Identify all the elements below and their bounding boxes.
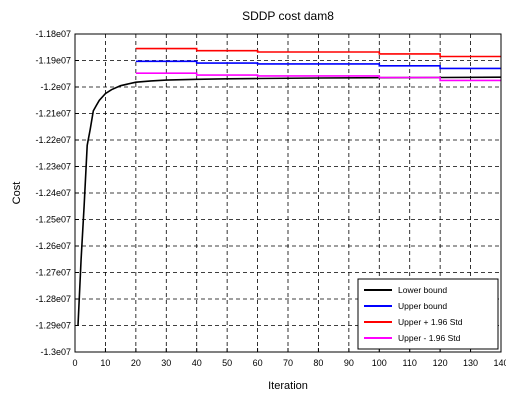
x-tick-label: 80 xyxy=(313,358,323,368)
y-tick-label: -1.27e07 xyxy=(35,268,71,278)
x-tick-label: 50 xyxy=(222,358,232,368)
y-tick-label: -1.21e07 xyxy=(35,109,71,119)
x-tick-label: 70 xyxy=(283,358,293,368)
x-tick-label: 0 xyxy=(72,358,77,368)
x-tick-label: 90 xyxy=(344,358,354,368)
legend-label: Upper + 1.96 Std xyxy=(398,317,463,327)
series-group xyxy=(77,47,502,326)
x-tick-label: 60 xyxy=(253,358,263,368)
chart-title: SDDP cost dam8 xyxy=(242,9,334,23)
y-tick-label: -1.2e07 xyxy=(40,82,71,92)
x-tick-label: 30 xyxy=(161,358,171,368)
legend-label: Lower bound xyxy=(398,285,447,295)
y-tick-label: -1.19e07 xyxy=(35,56,71,66)
legend-label: Upper - 1.96 Std xyxy=(398,333,461,343)
x-tick-label: 140 xyxy=(493,358,506,368)
y-tick-label: -1.29e07 xyxy=(35,321,71,331)
y-tick-label: -1.18e07 xyxy=(35,29,71,39)
ticks: 0 10 20 30 40 50 60 70 80 90 100 110 120 130 140 -1.18e… xyxy=(35,29,506,368)
x-tick-label: 120 xyxy=(433,358,448,368)
y-axis-label: Cost xyxy=(11,182,23,205)
y-tick-label: -1.24e07 xyxy=(35,188,71,198)
x-tick-label: 100 xyxy=(372,358,387,368)
x-tick-label: 40 xyxy=(192,358,202,368)
series-line-upper-bound xyxy=(135,60,501,70)
x-axis-label: Iteration xyxy=(268,380,308,392)
series-line-upper-1-96-std xyxy=(135,47,501,58)
legend: Lower bound Upper bound Upper + 1.96 Std Up… xyxy=(357,278,499,350)
y-tick-label: -1.3e07 xyxy=(40,347,71,357)
series-line-lower-bound xyxy=(77,76,502,326)
y-tick-label: -1.22e07 xyxy=(35,135,71,145)
x-tick-label: 130 xyxy=(463,358,478,368)
x-tick-label: 110 xyxy=(403,358,417,368)
y-tick-label: -1.23e07 xyxy=(35,162,71,172)
x-tick-label: 10 xyxy=(100,358,110,368)
y-tick-label: -1.25e07 xyxy=(35,215,71,225)
legend-label: Upper bound xyxy=(398,301,447,311)
y-tick-label: -1.28e07 xyxy=(35,294,71,304)
series-line-upper-1-96-std xyxy=(135,72,501,82)
y-tick-label: -1.26e07 xyxy=(35,241,71,251)
x-tick-label: 20 xyxy=(131,358,141,368)
